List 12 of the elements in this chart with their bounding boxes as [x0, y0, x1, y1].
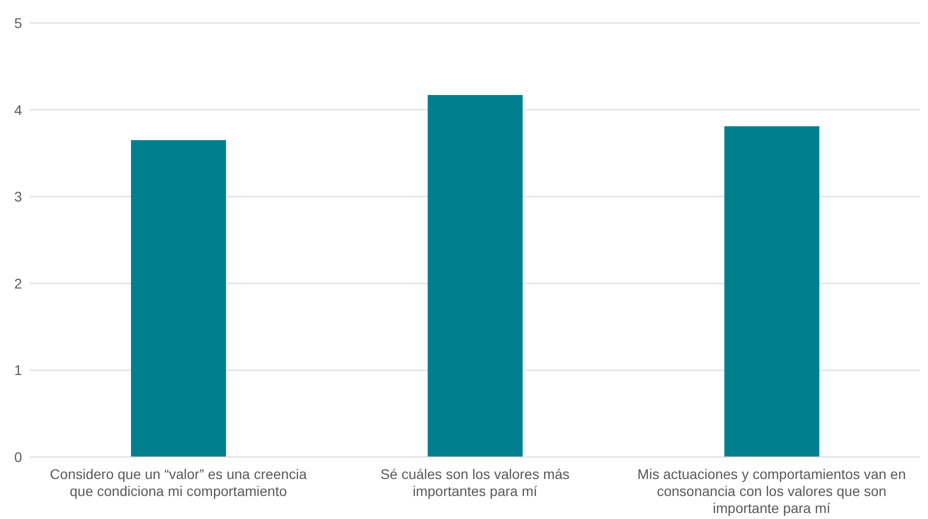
x-tick-label: Mis actuaciones y comportamientos van en consonancia con los valores que son importante para mí [637, 466, 906, 516]
x-tick-label: Considero que un “valor” es una creencia que condiciona mi comportamiento [50, 466, 307, 499]
y-tick-label: 1 [14, 362, 22, 378]
y-tick-label: 0 [14, 448, 22, 465]
bar [428, 95, 523, 457]
y-tick-label: 5 [14, 14, 22, 31]
y-tick-label: 3 [14, 188, 22, 205]
y-tick-label: 2 [14, 275, 22, 292]
x-tick-label: Sé cuáles son los valores más importantes para mí [380, 466, 570, 499]
y-tick-label: 4 [14, 102, 22, 118]
bar [131, 140, 226, 457]
bar [724, 126, 820, 457]
